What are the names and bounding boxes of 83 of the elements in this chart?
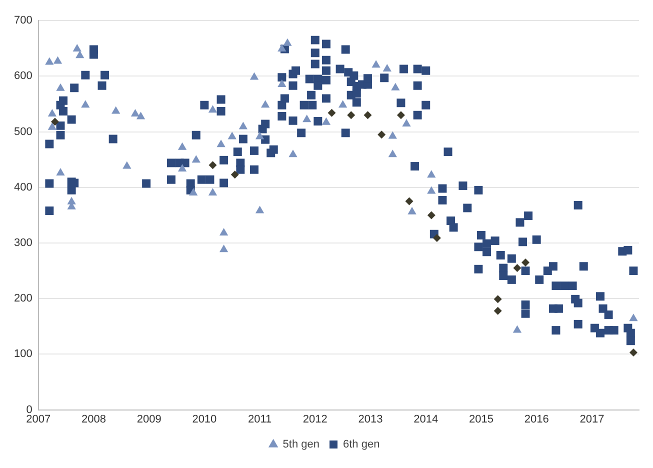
point [136, 112, 146, 120]
x-tick-label: 2007 [26, 413, 51, 426]
point [189, 188, 198, 196]
x-tick-label: 2010 [192, 413, 217, 426]
x-tick-label: 2015 [468, 413, 494, 426]
point [219, 244, 228, 252]
point [81, 100, 90, 108]
point [322, 117, 331, 125]
point [48, 109, 57, 117]
legend-label: 5th gen [282, 438, 320, 451]
point [192, 155, 200, 163]
point [402, 119, 411, 127]
point [372, 60, 380, 68]
point [228, 132, 236, 140]
point [427, 186, 436, 194]
point [45, 57, 54, 65]
x-tick-label: 2013 [358, 413, 383, 426]
point [208, 188, 218, 196]
y-tick-label: 700 [14, 14, 32, 27]
point [388, 150, 397, 158]
point [260, 100, 270, 108]
point [112, 106, 120, 114]
point [50, 118, 59, 126]
point [219, 228, 228, 236]
point [72, 44, 82, 52]
x-tick-label: 2014 [414, 413, 438, 426]
point [238, 122, 248, 130]
point [391, 82, 400, 90]
point [230, 170, 239, 179]
point [364, 111, 372, 120]
point [250, 72, 259, 80]
x-tick-label: 2008 [81, 413, 106, 426]
point [629, 348, 638, 357]
point [278, 80, 286, 88]
point [288, 150, 298, 158]
point [278, 44, 286, 52]
point [216, 140, 226, 148]
point [130, 109, 140, 117]
point [494, 295, 502, 304]
point [427, 211, 436, 220]
point [382, 64, 392, 72]
point [56, 168, 65, 176]
y-tick-label: 500 [14, 126, 32, 138]
point [513, 264, 522, 272]
point [76, 50, 84, 58]
point [347, 111, 356, 120]
point [53, 56, 62, 64]
x-tick-label: 2017 [580, 413, 604, 426]
y-tick-label: 400 [14, 181, 32, 194]
point [283, 38, 292, 46]
y-tick-label: 300 [14, 237, 32, 250]
x-tick-label: 2012 [302, 413, 328, 426]
point [396, 111, 405, 120]
point [388, 131, 397, 139]
point [178, 142, 187, 150]
y-tick-label: 0 [26, 404, 32, 416]
point [255, 206, 264, 214]
y-tick-label: 100 [14, 348, 32, 360]
point [408, 206, 416, 214]
point [494, 306, 502, 315]
point [208, 161, 217, 170]
y-tick-label: 200 [14, 292, 32, 305]
point [178, 164, 187, 172]
point [255, 132, 264, 140]
point [208, 105, 218, 113]
point [522, 258, 530, 266]
point [512, 325, 522, 333]
point [378, 130, 386, 139]
point [302, 114, 312, 122]
x-tick-label: 2016 [524, 413, 549, 426]
point [122, 161, 132, 169]
x-tick-label: 2011 [248, 413, 272, 426]
x-tick-label: 2009 [136, 413, 162, 426]
y-tick-label: 600 [14, 70, 32, 82]
point [328, 108, 336, 117]
point [432, 234, 441, 242]
point [48, 122, 57, 130]
point [56, 83, 65, 91]
point [405, 197, 414, 206]
point [629, 314, 638, 322]
point [427, 170, 436, 178]
point [338, 100, 348, 108]
legend-label: 6th gen [343, 438, 380, 451]
